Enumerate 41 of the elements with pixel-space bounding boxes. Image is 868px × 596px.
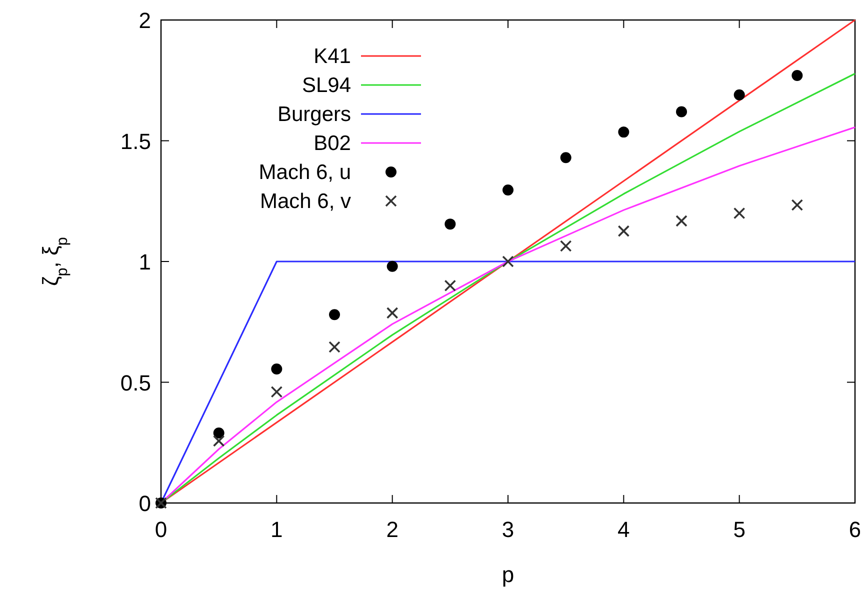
point (270, 386, 283, 398)
point (386, 307, 398, 319)
y-tick-label: 1 (138, 250, 151, 274)
point (212, 435, 225, 447)
point (502, 184, 514, 196)
legend-label: SL94 (302, 74, 352, 97)
point (791, 199, 804, 211)
point (560, 152, 572, 164)
x-tick-label: 3 (502, 517, 514, 542)
legend-label: Burgers (277, 103, 351, 126)
point (792, 70, 803, 82)
point (734, 89, 745, 100)
point (618, 126, 630, 138)
point (733, 207, 746, 220)
legend-label: Mach 6, u (258, 161, 351, 184)
point (618, 225, 630, 237)
y-tick-label: 0.5 (120, 370, 151, 396)
point (328, 341, 340, 353)
point (444, 218, 456, 230)
x-tick-label: 1 (270, 517, 283, 542)
point (271, 363, 282, 374)
x-tick-label: 0 (154, 517, 168, 542)
point (676, 215, 688, 227)
point (502, 256, 514, 268)
x-tick-label: 6 (848, 517, 862, 542)
x-tick-label: 2 (386, 517, 398, 542)
point (676, 106, 687, 118)
legend-label: B02 (314, 132, 351, 155)
x-axis-title: p (502, 562, 514, 587)
point (329, 309, 340, 320)
x-tick-label: 4 (618, 517, 630, 542)
legend-label: Mach 6, v (260, 190, 352, 213)
legend-label: K41 (314, 45, 351, 68)
y-tick-label: 1.5 (120, 128, 151, 154)
point (444, 280, 456, 292)
point (386, 260, 398, 272)
y-tick-label: 0 (138, 491, 151, 516)
y-tick-label: 2 (138, 8, 151, 33)
point (560, 240, 572, 252)
point (213, 427, 224, 438)
x-tick-label: 5 (733, 517, 746, 542)
